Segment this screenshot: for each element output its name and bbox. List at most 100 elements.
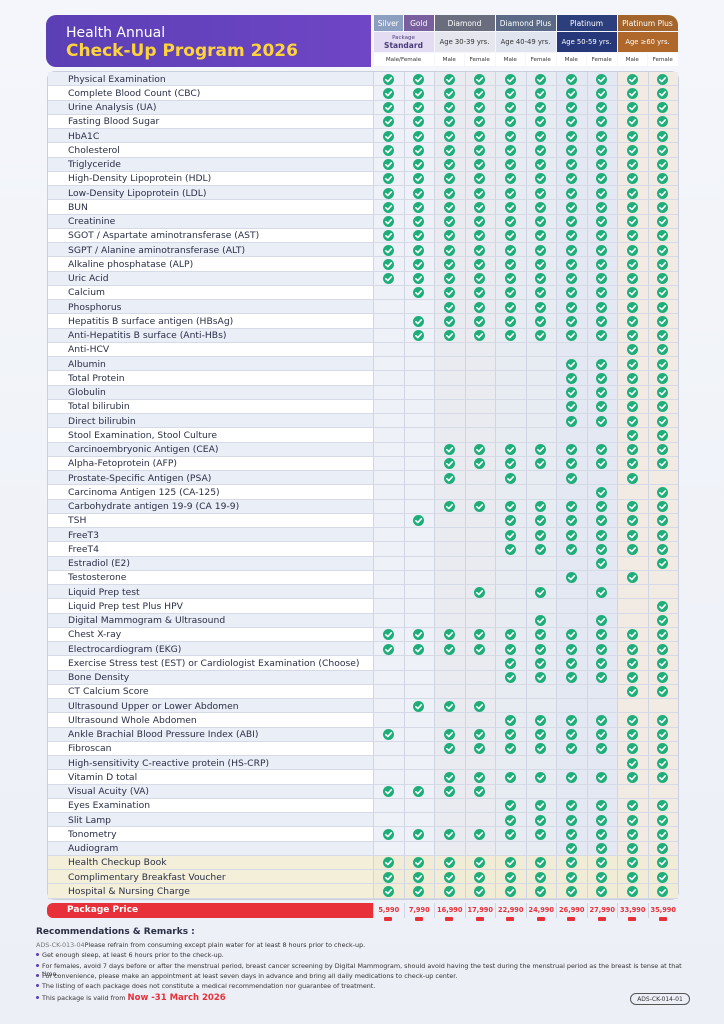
check-icon: [504, 287, 516, 299]
check-icon: [626, 387, 638, 399]
sub-label: Age ≥60 yrs.: [625, 38, 670, 46]
check-icon: [626, 358, 638, 370]
cell: [403, 528, 434, 543]
cell: [373, 357, 404, 372]
check-icon: [413, 885, 425, 897]
row-bg: [48, 542, 373, 557]
bullet: [36, 973, 39, 977]
cell: [373, 456, 404, 471]
check-icon: [596, 315, 608, 327]
check-icon: [596, 230, 608, 242]
check-icon: [596, 629, 608, 641]
check-icon: [474, 501, 486, 513]
check-icon: [535, 230, 547, 242]
check-icon: [474, 258, 486, 270]
check-icon: [413, 871, 425, 883]
check-icon: [474, 586, 486, 598]
check-icon: [596, 258, 608, 270]
check-icon: [474, 700, 486, 712]
cell: [525, 684, 556, 699]
check-icon: [504, 102, 516, 114]
check-icon: [565, 643, 577, 655]
cell: [464, 542, 495, 557]
check-icon: [382, 102, 394, 114]
check-icon: [596, 885, 608, 897]
check-icon: [626, 415, 638, 427]
cell: [373, 713, 404, 728]
cell: [464, 513, 495, 528]
cell: [373, 756, 404, 771]
row-label: Hospital & Nursing Charge: [68, 885, 190, 897]
price: 33,990: [617, 902, 648, 918]
cell: [586, 684, 617, 699]
price-tag: [475, 916, 484, 921]
check-icon: [657, 629, 669, 641]
check-icon: [413, 786, 425, 798]
check-icon: [626, 472, 638, 484]
cell: [495, 357, 526, 372]
row-bg: [48, 613, 373, 628]
check-icon: [565, 216, 577, 228]
cell: [525, 784, 556, 799]
check-icon: [382, 857, 394, 869]
check-icon: [382, 116, 394, 128]
cell: [556, 599, 587, 614]
price: 17,990: [464, 902, 496, 918]
check-icon: [474, 743, 486, 755]
check-icon: [596, 102, 608, 114]
row-bg: [48, 129, 373, 144]
cell: [434, 485, 465, 500]
check-icon: [565, 444, 577, 456]
check-icon: [535, 130, 547, 142]
cell: [403, 442, 434, 457]
check-icon: [535, 501, 547, 513]
cell: [495, 756, 526, 771]
check-icon: [535, 159, 547, 171]
row-bg: [48, 357, 373, 372]
check-icon: [413, 857, 425, 869]
cell: [495, 784, 526, 799]
check-icon: [596, 729, 608, 741]
check-icon: [565, 144, 577, 156]
check-icon: [565, 159, 577, 171]
check-icon: [504, 629, 516, 641]
cell: [647, 784, 678, 799]
row-bg: [48, 285, 373, 300]
check-icon: [596, 857, 608, 869]
check-icon: [565, 87, 577, 99]
cell: [434, 841, 465, 856]
check-icon: [657, 857, 669, 869]
price-tag: [567, 916, 576, 921]
cell: [495, 599, 526, 614]
subtitle: Check-Up Program 2026: [66, 41, 298, 61]
cell: [373, 328, 404, 343]
cell: [373, 300, 404, 315]
row-bg: [48, 456, 373, 471]
row-label: Phosphorus: [68, 301, 122, 313]
check-icon: [535, 714, 547, 726]
price-tag: [597, 916, 606, 921]
cell: [586, 599, 617, 614]
check-icon: [504, 144, 516, 156]
check-icon: [657, 187, 669, 199]
check-icon: [504, 714, 516, 726]
check-icon: [596, 871, 608, 883]
row-label: Complete Blood Count (CBC): [68, 87, 201, 99]
check-icon: [626, 828, 638, 840]
check-icon: [626, 814, 638, 826]
check-icon: [565, 173, 577, 185]
cell: [525, 599, 556, 614]
check-icon: [382, 828, 394, 840]
check-icon: [535, 315, 547, 327]
check-icon: [596, 843, 608, 855]
row-label: Direct bilirubin: [68, 415, 136, 427]
cell: [373, 613, 404, 628]
check-icon: [535, 258, 547, 270]
check-icon: [474, 301, 486, 313]
check-icon: [565, 258, 577, 270]
row-label: Carcinoma Antigen 125 (CA-125): [68, 486, 220, 498]
cell: [373, 499, 404, 514]
row-bg: [48, 385, 373, 400]
check-icon: [565, 301, 577, 313]
cell: [495, 684, 526, 699]
